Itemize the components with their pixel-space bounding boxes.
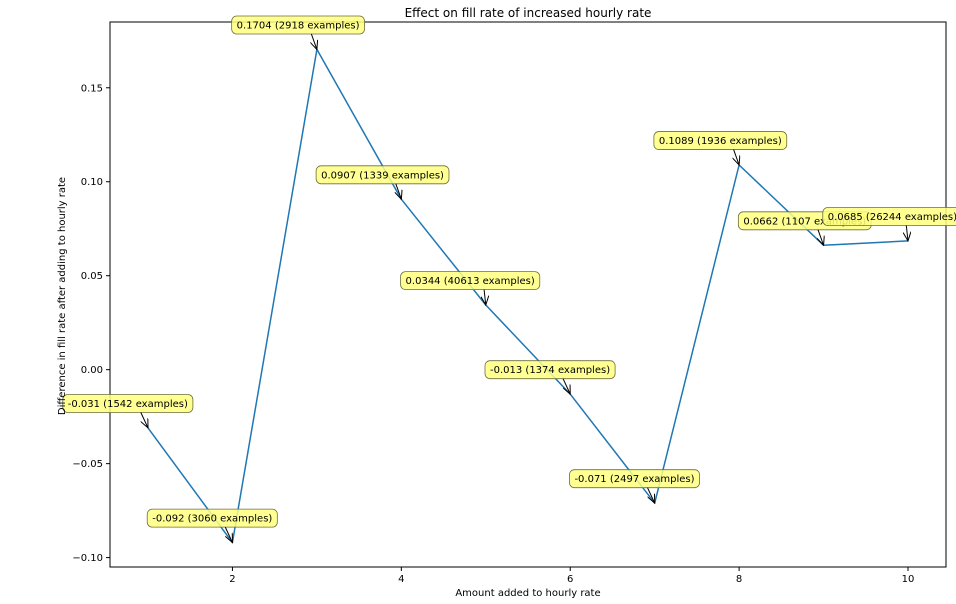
x-tick-label: 6	[567, 574, 573, 585]
annotation-box	[62, 394, 194, 413]
annotation-arrow	[396, 183, 402, 199]
annotations: -0.031 (1542 examples) -0.092 (3060 examp…	[62, 15, 956, 543]
annotation: -0.071 (2497 examples)	[569, 469, 700, 503]
annotation-arrow	[734, 149, 740, 165]
annotation-box	[231, 15, 365, 35]
annotation-label: 0.0907 (1339 examples)	[321, 170, 444, 181]
y-tick-label: 0.15	[81, 83, 103, 94]
annotation-arrow	[647, 487, 655, 503]
annotation-box	[569, 469, 700, 489]
annotation-label: 0.1704 (2918 examples)	[237, 21, 360, 32]
annotation-box	[822, 207, 956, 226]
annotation-box	[315, 165, 450, 185]
annotation-label: 0.0344 (40613 examples)	[406, 276, 535, 287]
annotation-arrow	[562, 378, 570, 394]
y-tick-label: 0.10	[81, 177, 103, 188]
y-tick-label: −0.10	[72, 553, 103, 564]
y-tick-label: −0.05	[72, 459, 103, 470]
annotation-arrow	[818, 229, 824, 245]
x-axis-label: Amount added to hourly rate	[455, 588, 600, 599]
annotation: 0.0907 (1339 examples)	[315, 165, 450, 199]
annotation-label: 0.0685 (26244 examples)	[828, 212, 956, 223]
annotation-label: -0.092 (3060 examples)	[152, 514, 272, 525]
axes: 2 4 6 8 10 −0.10 −0.05 0.00 0.05 0.10 0.15	[72, 21, 947, 585]
annotation-arrow	[484, 289, 486, 305]
annotation: -0.092 (3060 examples)	[146, 508, 278, 542]
plot-frame	[109, 21, 947, 568]
annotation: 0.1089 (1936 examples)	[653, 131, 788, 165]
annotation-arrow	[224, 526, 232, 542]
annotation-box	[146, 508, 278, 528]
annotation-box	[484, 360, 616, 380]
annotation: -0.013 (1374 examples)	[484, 360, 616, 394]
series-line-group	[147, 48, 909, 544]
annotation-label: 0.1089 (1936 examples)	[659, 136, 782, 147]
annotation-box	[400, 271, 541, 290]
x-tick-label: 2	[229, 574, 235, 585]
annotation: 0.0344 (40613 examples)	[400, 271, 541, 305]
y-tick-label: 0.05	[81, 271, 103, 282]
x-tick-label: 8	[736, 574, 742, 585]
annotation-arrow	[311, 33, 317, 49]
y-tick-label: 0.00	[81, 365, 103, 376]
annotation: 0.0685 (26244 examples)	[822, 207, 956, 241]
annotation: 0.1704 (2918 examples)	[231, 15, 365, 49]
y-axis-label: Difference in fill rate after adding to …	[57, 177, 68, 415]
annotation: -0.031 (1542 examples)	[62, 394, 194, 428]
annotation-box	[653, 131, 788, 150]
annotation-label: -0.013 (1374 examples)	[490, 365, 610, 376]
annotation-arrow	[906, 225, 908, 241]
chart-title: Effect on fill rate of increased hourly …	[405, 6, 652, 20]
annotation-label: -0.071 (2497 examples)	[574, 474, 694, 485]
series-line	[147, 48, 909, 544]
annotation-arrow	[140, 412, 148, 428]
annotation-label: 0.0662 (1107 examples)	[743, 216, 866, 227]
annotation-label: -0.031 (1542 examples)	[68, 399, 188, 410]
x-tick-label: 4	[398, 574, 404, 585]
x-tick-label: 10	[902, 574, 915, 585]
